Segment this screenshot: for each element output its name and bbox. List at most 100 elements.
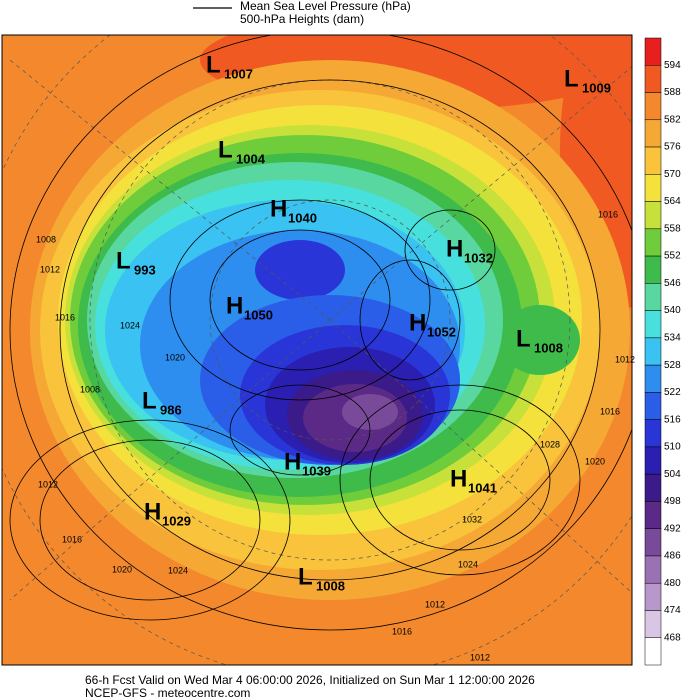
colorbar-swatch [644, 501, 662, 529]
colorbar-swatch [644, 65, 662, 93]
colorbar-label: 558 [664, 223, 681, 234]
colorbar-label: 576 [664, 142, 681, 153]
pressure-center-letter: L [206, 51, 221, 78]
colorbar-label: 504 [664, 469, 681, 480]
colorbar-swatch [644, 610, 662, 638]
colorbar-swatch [644, 146, 662, 175]
pressure-center-letter: H [284, 448, 301, 475]
pressure-center-value: 1029 [162, 513, 191, 528]
colorbar-label: 516 [664, 414, 681, 425]
colorbar-swatch [644, 528, 662, 557]
colorbar-swatch [644, 582, 662, 611]
isobar-label: 1020 [165, 352, 185, 362]
colorbar-label: 534 [664, 333, 681, 344]
pressure-center-letter: L [116, 247, 131, 274]
fill-legend-label: 500-hPa Heights (dam) [240, 12, 364, 26]
pressure-center-value: 1041 [468, 480, 497, 495]
isobar-label: 1032 [462, 514, 482, 524]
isobar-label: 1028 [540, 439, 560, 449]
isobar-label: 1016 [62, 534, 82, 544]
isobar-label: 1016 [600, 406, 620, 416]
colorbar-label: 510 [664, 442, 681, 453]
pressure-center-letter: L [516, 325, 531, 352]
colorbar-label: 588 [664, 87, 681, 98]
footer-source: NCEP-GFS - meteocentre.com [85, 686, 250, 700]
colorbar-swatch [644, 201, 662, 230]
pressure-center-value: 1032 [464, 250, 493, 265]
pressure-center-letter: H [450, 465, 467, 492]
line-legend-label: Mean Sea Level Pressure (hPa) [240, 0, 411, 13]
pressure-center-letter: L [564, 65, 579, 92]
colorbar-swatch [644, 473, 662, 502]
pressure-center-value: 1008 [316, 578, 345, 593]
colorbar-swatch [644, 310, 662, 339]
pressure-center-letter: H [144, 498, 161, 525]
colorbar-swatch [644, 364, 662, 393]
colorbar-label: 546 [664, 278, 681, 289]
colorbar-label: 468 [664, 632, 681, 643]
pressure-center-letter: H [409, 309, 426, 336]
isobar-label: 1020 [112, 564, 132, 574]
isobar-label: 1012 [38, 479, 58, 489]
isobar-label: 1016 [392, 626, 412, 636]
pressure-center-value: 1004 [236, 151, 266, 166]
isobar-label: 1008 [80, 384, 100, 394]
colorbar-label: 582 [664, 114, 681, 125]
colorbar-swatch [644, 92, 662, 121]
colorbar-label: 540 [664, 305, 681, 316]
colorbar-label: 492 [664, 523, 681, 534]
pressure-center-value: 1008 [534, 340, 563, 355]
pressure-center-value: 993 [134, 262, 156, 277]
map-frame [1, 34, 633, 666]
pressure-center-value: 986 [160, 402, 182, 417]
colorbar-swatch [644, 37, 662, 66]
pressure-center-value: 1007 [224, 66, 253, 81]
colorbar-label: 474 [664, 605, 681, 616]
pressure-center-value: 1052 [427, 324, 456, 339]
isobar-label: 1008 [36, 234, 56, 244]
isobar-label: 1016 [55, 312, 75, 322]
colorbar-swatch [644, 555, 662, 584]
pressure-center-letter: H [270, 195, 287, 222]
isobar-label: 1012 [425, 599, 445, 609]
colorbar-label: 522 [664, 387, 681, 398]
colorbar-label: 570 [664, 169, 681, 180]
pressure-center-value: 1040 [288, 210, 317, 225]
colorbar-label: 480 [664, 578, 681, 589]
colorbar-label: 498 [664, 496, 681, 507]
colorbar-swatch [644, 119, 662, 148]
pressure-center-value: 1050 [244, 307, 273, 322]
colorbar-swatch [644, 392, 662, 420]
colorbar-swatch [644, 419, 662, 448]
footer-valid: 66-h Fcst Valid on Wed Mar 4 06:00:00 20… [85, 673, 535, 687]
isobar-label: 1024 [168, 565, 188, 575]
isobar-label: 1012 [470, 652, 490, 662]
pressure-center-letter: H [446, 235, 463, 262]
isobar-label: 1020 [585, 456, 605, 466]
colorbar-label: 564 [664, 196, 681, 207]
colorbar-swatch [644, 283, 662, 311]
isobar-label: 1024 [120, 320, 140, 330]
pressure-center-value: 1009 [582, 80, 611, 95]
pressure-center-letter: L [142, 387, 157, 414]
pressure-center-letter: L [218, 136, 233, 163]
isobar-label: 1012 [615, 354, 635, 364]
colorbar-swatch [644, 446, 662, 475]
colorbar-swatch [644, 228, 662, 257]
isobar-label: 1024 [458, 559, 478, 569]
pressure-center-letter: H [226, 292, 243, 319]
pressure-center-letter: L [298, 563, 313, 590]
colorbar-label: 528 [664, 360, 681, 371]
colorbar-swatch [644, 337, 662, 366]
pressure-center-value: 1039 [302, 463, 331, 478]
map-field [2, 35, 632, 665]
colorbar-label: 552 [664, 251, 681, 262]
isobar-label: 1012 [40, 264, 60, 274]
isobar-label: 1016 [598, 209, 618, 219]
colorbar-label: 486 [664, 551, 681, 562]
colorbar-label: 594 [664, 60, 681, 71]
colorbar-swatch [644, 174, 662, 202]
colorbar-swatch [644, 637, 662, 666]
